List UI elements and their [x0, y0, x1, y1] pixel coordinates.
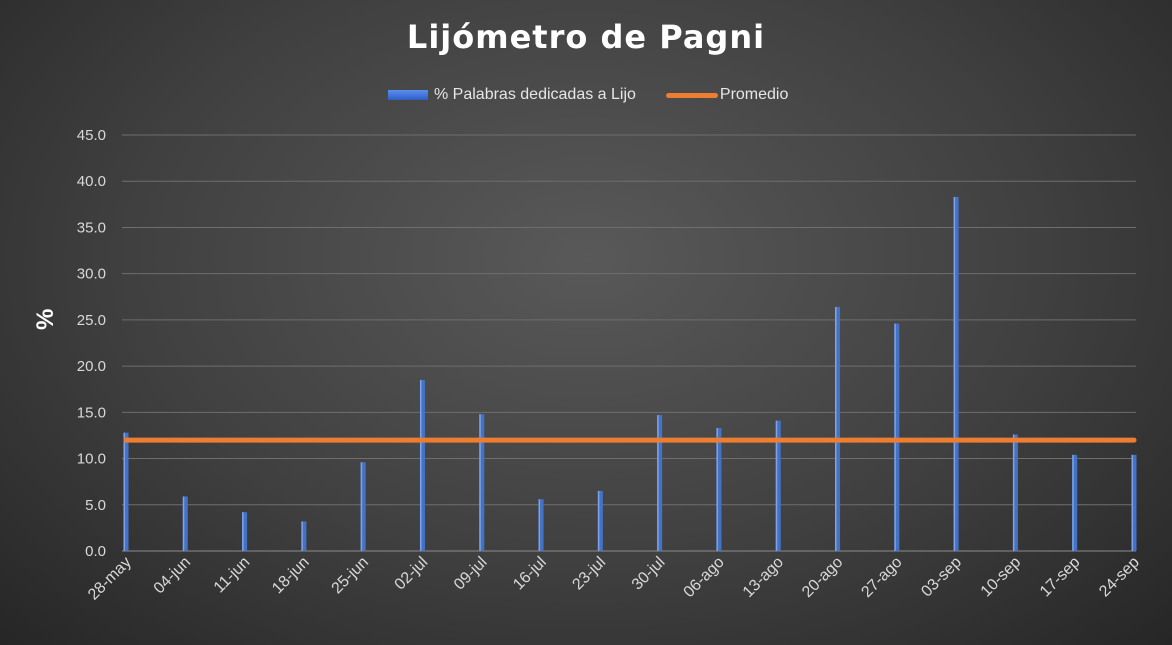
bar: [182, 496, 188, 551]
x-tick-label: 13-ago: [740, 554, 787, 601]
bar-highlight: [716, 428, 718, 551]
y-tick-label: 0.0: [85, 543, 106, 560]
y-tick-label: 15.0: [77, 404, 106, 421]
x-tick-label: 17-sep: [1037, 554, 1084, 601]
bar-highlight: [657, 415, 659, 551]
y-tick-label: 35.0: [77, 219, 106, 236]
bar-highlight: [538, 499, 541, 551]
bar-highlight: [1012, 434, 1015, 551]
bar-highlight: [360, 462, 363, 551]
bar-highlight: [1072, 454, 1074, 551]
bar: [953, 196, 959, 551]
x-tick-label: 06-ago: [681, 554, 728, 601]
bar: [835, 306, 841, 551]
bar-highlight: [775, 420, 778, 551]
x-tick-label: 23-jul: [569, 554, 609, 594]
bar-highlight: [597, 490, 600, 551]
y-tick-label: 10.0: [77, 451, 106, 468]
bar: [657, 415, 663, 551]
y-tick-label: 5.0: [85, 497, 106, 514]
x-tick-label: 09-jul: [451, 554, 491, 594]
y-tick-label: 40.0: [77, 173, 106, 190]
bar: [775, 420, 781, 551]
x-tick-label: 04-jun: [151, 554, 194, 597]
x-tick-label: 11-jun: [211, 554, 254, 597]
x-tick-label: 10-sep: [978, 554, 1025, 601]
x-tick-label: 18-jun: [269, 554, 312, 597]
bar: [1131, 454, 1137, 551]
bar-highlight: [953, 196, 956, 551]
bar: [716, 428, 722, 551]
bar: [242, 512, 248, 551]
bar: [419, 379, 425, 551]
chart-title: Lijómetro de Pagni: [406, 18, 766, 56]
bar: [301, 521, 307, 551]
bar-highlight: [182, 496, 185, 551]
y-tick-label: 45.0: [77, 127, 106, 144]
x-tick-label: 24-sep: [1096, 554, 1143, 601]
bar: [894, 323, 900, 551]
bar: [597, 490, 603, 551]
y-tick-label: 20.0: [77, 358, 106, 375]
legend-swatch-average: [665, 92, 718, 98]
x-tick-label: 20-ago: [799, 554, 846, 601]
bar-highlight: [301, 521, 303, 551]
y-tick-label: 30.0: [77, 266, 106, 283]
bar-highlight: [1131, 454, 1133, 551]
bar-highlight: [123, 432, 125, 551]
bar-highlight: [419, 379, 422, 551]
y-tick-label: 25.0: [77, 312, 106, 329]
bar-highlight: [835, 306, 837, 551]
x-tick-label: 28-may: [85, 554, 135, 604]
legend-label-bars: % Palabras dedicadas a Lijo: [434, 86, 636, 103]
x-tick-label: 02-jul: [392, 554, 432, 594]
legend-label-average: Promedio: [719, 86, 789, 103]
x-tick-label: 16-jul: [510, 554, 550, 594]
x-tick-label: 03-sep: [918, 554, 965, 601]
x-tick-label: 30-jul: [629, 554, 669, 594]
x-tick-label: 27-ago: [858, 554, 905, 601]
bar-highlight: [894, 323, 896, 551]
bar: [360, 462, 366, 551]
x-tick-label: 25-jun: [329, 554, 372, 597]
legend-item-average: Promedio: [665, 86, 789, 104]
chart-legend: % Palabras dedicadas a Lijo Promedio: [388, 84, 818, 106]
bar-highlight: [242, 512, 244, 551]
bar: [538, 499, 544, 551]
bar: [1072, 454, 1078, 551]
legend-swatch-bars: [388, 90, 428, 100]
bar: [123, 432, 129, 551]
bar: [479, 414, 485, 551]
legend-item-bars: % Palabras dedicadas a Lijo: [388, 86, 636, 104]
bar: [1012, 434, 1018, 551]
bar-highlight: [479, 414, 481, 551]
